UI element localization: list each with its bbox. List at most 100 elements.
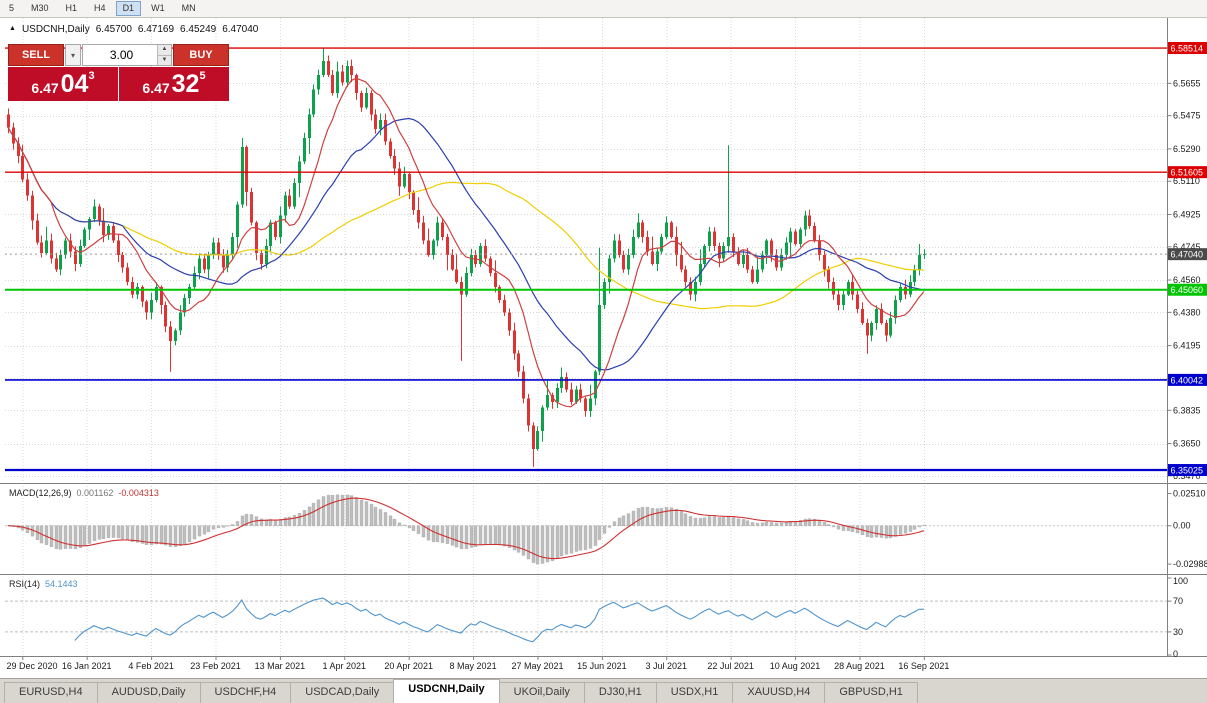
chart-tab-dj30-h1[interactable]: DJ30,H1	[583, 682, 657, 703]
rsi-level-lines	[5, 600, 1167, 633]
volume-input[interactable]	[83, 45, 171, 65]
svg-text:16 Jan 2021: 16 Jan 2021	[62, 661, 112, 671]
svg-text:6.35025: 6.35025	[1171, 466, 1204, 476]
timeframe-button-w1[interactable]: W1	[144, 1, 172, 16]
date-axis: 29 Dec 2020 16 Jan 2021 4 Feb 2021 23 Feb 2…	[6, 656, 949, 671]
panel-separators	[0, 18, 1207, 657]
svg-text:70: 70	[1173, 596, 1183, 606]
price-chart-canvas[interactable]: 6.5655 6.5475 6.5290 6.5110 6.4925 6.4745 6.45…	[0, 0, 1207, 678]
chart-tab-eurusd-h4[interactable]: EURUSD,H4	[4, 682, 98, 703]
rsi-value: 54.1443	[45, 579, 78, 589]
macd-signal-value: -0.004313	[118, 488, 159, 498]
svg-text:6.40042: 6.40042	[1171, 375, 1204, 385]
chart-tab-usdx-h1[interactable]: USDX,H1	[655, 682, 734, 703]
svg-text:6.3835: 6.3835	[1173, 405, 1201, 415]
svg-text:10 Aug 2021: 10 Aug 2021	[770, 661, 821, 671]
timeframe-button-5[interactable]: 5	[2, 1, 21, 16]
chart-tab-audusd-daily[interactable]: AUDUSD,Daily	[96, 682, 201, 703]
svg-text:15 Jun 2021: 15 Jun 2021	[577, 661, 627, 671]
svg-text:6.4925: 6.4925	[1173, 209, 1201, 219]
chart-tab-xauusd-h4[interactable]: XAUUSD,H4	[732, 682, 826, 703]
rsi-line	[74, 597, 924, 643]
timeframe-button-d1[interactable]: D1	[115, 1, 142, 16]
ohlc-high: 6.47169	[137, 24, 175, 35]
macd-name: MACD(12,26,9)	[9, 488, 72, 498]
svg-text:6.4745: 6.4745	[1173, 242, 1201, 252]
volume-decrease-button[interactable]: ▼	[158, 55, 171, 65]
rsi-axis-ticks: 100 70 30 0	[1167, 576, 1188, 659]
ohlc-close: 6.47040	[222, 24, 259, 35]
rsi-name: RSI(14)	[9, 579, 41, 589]
buy-price-pips: 32	[171, 69, 200, 98]
chart-tab-gbpusd-h1[interactable]: GBPUSD,H1	[824, 682, 918, 703]
svg-text:6.4195: 6.4195	[1173, 341, 1201, 351]
sell-price-pips: 04	[60, 69, 89, 98]
svg-text:6.45060: 6.45060	[1171, 285, 1204, 295]
svg-text:0.00: 0.00	[1173, 521, 1191, 531]
macd-axis-ticks: 0.02510 0.00 -0.02988	[1167, 489, 1207, 569]
chart-ohlc-header: ▲ USDCNH,Daily 6.45700 6.47169 6.45249 6…	[9, 24, 258, 35]
svg-text:28 Aug 2021: 28 Aug 2021	[834, 661, 885, 671]
one-click-trading-widget: SELL ▾ ▲ ▼ BUY 6.47 04 3 6.47 32	[8, 44, 229, 101]
svg-text:6.4380: 6.4380	[1173, 307, 1201, 317]
volume-increase-button[interactable]: ▲	[158, 45, 171, 56]
timeframe-button-h4[interactable]: H4	[87, 1, 113, 16]
svg-text:13 Mar 2021: 13 Mar 2021	[255, 661, 306, 671]
symbol-marker-icon: ▲	[9, 25, 16, 32]
chart-tab-usdcnh-daily[interactable]: USDCNH,Daily	[393, 679, 500, 703]
sell-button[interactable]: SELL	[8, 44, 64, 66]
ma-55-line[interactable]	[7, 126, 924, 310]
svg-text:-0.02988: -0.02988	[1173, 559, 1207, 569]
macd-indicator-label: MACD(12,26,9) 0.001162 -0.004313	[9, 488, 159, 498]
svg-text:100: 100	[1173, 576, 1188, 586]
buy-price-point: 5	[199, 70, 206, 82]
rsi-indicator-label: RSI(14) 54.1443	[9, 579, 78, 589]
chart-tab-usdchf-h4[interactable]: USDCHF,H4	[199, 682, 292, 703]
timeframe-toolbar: 5 M30 H1 H4 D1 W1 MN	[0, 0, 1207, 18]
price-level-labels: 6.58514 6.51605 6.47040 6.45060 6.40042 6.350…	[1168, 42, 1207, 477]
ohlc-low: 6.45249	[180, 24, 217, 35]
timeframe-button-h1[interactable]: H1	[59, 1, 85, 16]
chart-tab-bar: EURUSD,H4 AUDUSD,Daily USDCHF,H4 USDCAD,Dai…	[0, 678, 1207, 703]
svg-text:22 Jul 2021: 22 Jul 2021	[707, 661, 754, 671]
svg-text:27 May 2021: 27 May 2021	[511, 661, 563, 671]
ohlc-open: 6.45700	[95, 24, 132, 35]
chart-background	[0, 17, 1207, 678]
buy-price-panel[interactable]: 6.47 32 5	[119, 67, 229, 101]
svg-text:30: 30	[1173, 627, 1183, 637]
sell-price-base: 6.47	[31, 80, 59, 96]
svg-text:1 Apr 2021: 1 Apr 2021	[323, 661, 367, 671]
ma-25-line[interactable]	[7, 117, 924, 371]
svg-text:6.58514: 6.58514	[1171, 44, 1204, 54]
svg-text:3 Jul 2021: 3 Jul 2021	[645, 661, 687, 671]
sell-price-panel[interactable]: 6.47 04 3	[8, 67, 118, 101]
svg-text:23 Feb 2021: 23 Feb 2021	[190, 661, 241, 671]
svg-text:4 Feb 2021: 4 Feb 2021	[128, 661, 174, 671]
chevron-down-icon: ▾	[70, 50, 75, 60]
svg-text:6.4560: 6.4560	[1173, 275, 1201, 285]
timeframe-button-mn[interactable]: MN	[175, 1, 203, 16]
timeframe-button-m30[interactable]: M30	[24, 1, 56, 16]
chart-tab-ukoil-daily[interactable]: UKOil,Daily	[498, 682, 585, 703]
svg-text:6.51605: 6.51605	[1171, 168, 1204, 178]
svg-text:6.5475: 6.5475	[1173, 111, 1201, 121]
svg-text:6.5290: 6.5290	[1173, 144, 1201, 154]
svg-text:6.5110: 6.5110	[1173, 176, 1200, 186]
volume-spinner: ▲ ▼	[157, 45, 171, 65]
svg-text:6.5655: 6.5655	[1173, 78, 1201, 88]
svg-text:6.47040: 6.47040	[1171, 250, 1204, 260]
grid-vertical-lines	[22, 18, 925, 656]
volume-dropdown-button[interactable]: ▾	[65, 44, 81, 66]
volume-field: ▲ ▼	[82, 44, 172, 66]
buy-price-base: 6.47	[142, 80, 170, 96]
svg-text:20 Apr 2021: 20 Apr 2021	[384, 661, 433, 671]
svg-text:29 Dec 2020: 29 Dec 2020	[6, 661, 57, 671]
sell-price-point: 3	[88, 70, 95, 82]
svg-text:8 May 2021: 8 May 2021	[450, 661, 497, 671]
buy-button[interactable]: BUY	[173, 44, 229, 66]
chart-symbol-label: USDCNH,Daily	[21, 24, 90, 35]
svg-text:0: 0	[1173, 649, 1178, 659]
svg-text:6.3650: 6.3650	[1173, 439, 1201, 449]
chart-tab-usdcad-daily[interactable]: USDCAD,Daily	[290, 682, 395, 703]
